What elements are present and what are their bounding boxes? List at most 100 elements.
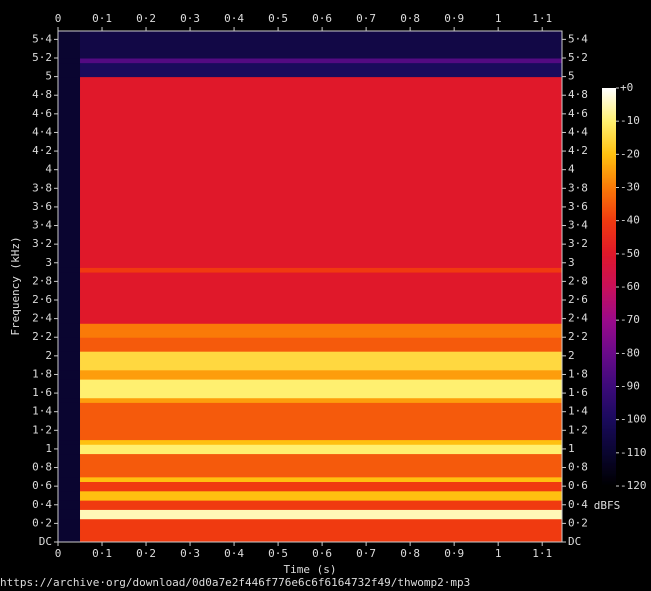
colorbar-segment <box>602 166 616 168</box>
colorbar-segment <box>602 149 616 151</box>
colorbar-segment <box>602 249 616 251</box>
heat-cell <box>80 509 563 520</box>
colorbar-segment <box>602 290 616 292</box>
colorbar-segment <box>602 124 616 126</box>
y-tick-label: 3 <box>45 256 52 269</box>
y-tick-label: 4·2 <box>32 144 52 157</box>
colorbar-segment <box>602 188 616 190</box>
colorbar-segment <box>602 121 616 123</box>
heat-cell <box>80 337 563 352</box>
y-tick-label: 4·8 <box>568 88 588 101</box>
colorbar-segment <box>602 453 616 455</box>
colorbar-segment <box>602 260 616 262</box>
colorbar-tick-label: -110 <box>620 446 647 459</box>
colorbar-segment <box>602 386 616 388</box>
colorbar-tick-label: -30 <box>620 181 640 194</box>
colorbar-segment <box>602 215 616 217</box>
x-tick-label: 0·7 <box>356 12 376 25</box>
colorbar-segment <box>602 334 616 336</box>
y-tick-label: 5 <box>45 70 52 83</box>
colorbar-segment <box>602 192 616 194</box>
colorbar-segment <box>602 129 616 131</box>
colorbar-segment <box>602 461 616 463</box>
heat-cell <box>80 453 563 478</box>
y-tick-label: 1·8 <box>32 367 52 380</box>
colorbar-segment <box>602 388 616 390</box>
colorbar-segment <box>602 329 616 331</box>
colorbar-segment <box>602 118 616 120</box>
colorbar-tick-label: -20 <box>620 147 640 160</box>
colorbar-segment <box>602 288 616 290</box>
colorbar-segment <box>602 331 616 333</box>
heat-cell <box>58 518 81 543</box>
colorbar-segment <box>602 127 616 129</box>
y-tick-label: 3·8 <box>32 181 52 194</box>
colorbar-segment <box>602 312 616 314</box>
colorbar-segment <box>602 293 616 295</box>
colorbar-segment <box>602 153 616 155</box>
colorbar-segment <box>602 438 616 440</box>
colorbar-segment <box>602 107 616 109</box>
colorbar-segment <box>602 473 616 475</box>
y-tick-label: 1·2 <box>568 423 588 436</box>
colorbar-segment <box>602 322 616 324</box>
colorbar-segment <box>602 352 616 354</box>
colorbar-segment <box>602 448 616 450</box>
colorbar-segment <box>602 367 616 369</box>
colorbar-segment <box>602 320 616 322</box>
heat-cell <box>80 267 563 273</box>
colorbar-segment <box>602 88 616 90</box>
colorbar-segment <box>602 217 616 219</box>
y-tick-label: 3·2 <box>32 237 52 250</box>
colorbar-segment <box>602 139 616 141</box>
colorbar-segment <box>602 286 616 288</box>
colorbar-segment <box>602 227 616 229</box>
colorbar-segment <box>602 180 616 182</box>
colorbar-segment <box>602 108 616 110</box>
colorbar-segment <box>602 242 616 244</box>
colorbar-segment <box>602 432 616 434</box>
heat-cell <box>58 490 81 501</box>
colorbar-segment <box>602 154 616 156</box>
colorbar-tick-label: -100 <box>620 413 647 426</box>
colorbar-segment <box>602 446 616 448</box>
colorbar-segment <box>602 305 616 307</box>
heat-cell <box>58 481 81 492</box>
colorbar-segment <box>602 289 616 291</box>
colorbar-segment <box>602 284 616 286</box>
colorbar-segment <box>602 222 616 224</box>
colorbar-segment <box>602 283 616 285</box>
colorbar-segment <box>602 310 616 312</box>
x-tick-label: 1·1 <box>532 547 552 560</box>
colorbar-segment <box>602 349 616 351</box>
colorbar-segment <box>602 391 616 393</box>
colorbar-segment <box>602 382 616 384</box>
colorbar-segment <box>602 395 616 397</box>
colorbar-segment <box>602 218 616 220</box>
y-tick-label: 1·8 <box>568 367 588 380</box>
colorbar-segment <box>602 173 616 175</box>
colorbar-segment <box>602 114 616 116</box>
y-tick-label: 2·4 <box>32 312 52 325</box>
colorbar-segment <box>602 366 616 368</box>
colorbar-segment <box>602 209 616 211</box>
colorbar-segment <box>602 221 616 223</box>
heat-cell <box>80 439 563 445</box>
colorbar-segment <box>602 89 616 91</box>
colorbar-segment <box>602 347 616 349</box>
colorbar-segment <box>602 239 616 241</box>
colorbar-segment <box>602 399 616 401</box>
y-tick-label: DC <box>39 535 52 548</box>
colorbar-segment <box>602 383 616 385</box>
y-tick-label: 1·6 <box>32 386 52 399</box>
colorbar-segment <box>602 412 616 414</box>
colorbar-segment <box>602 171 616 173</box>
colorbar-segment <box>602 280 616 282</box>
heat-cell <box>58 476 81 482</box>
heat-cell <box>58 453 81 478</box>
colorbar-segment <box>602 396 616 398</box>
y-tick-label: 1 <box>568 442 575 455</box>
heat-cell <box>58 351 81 371</box>
colorbar-segment <box>602 255 616 257</box>
colorbar-segment <box>602 460 616 462</box>
